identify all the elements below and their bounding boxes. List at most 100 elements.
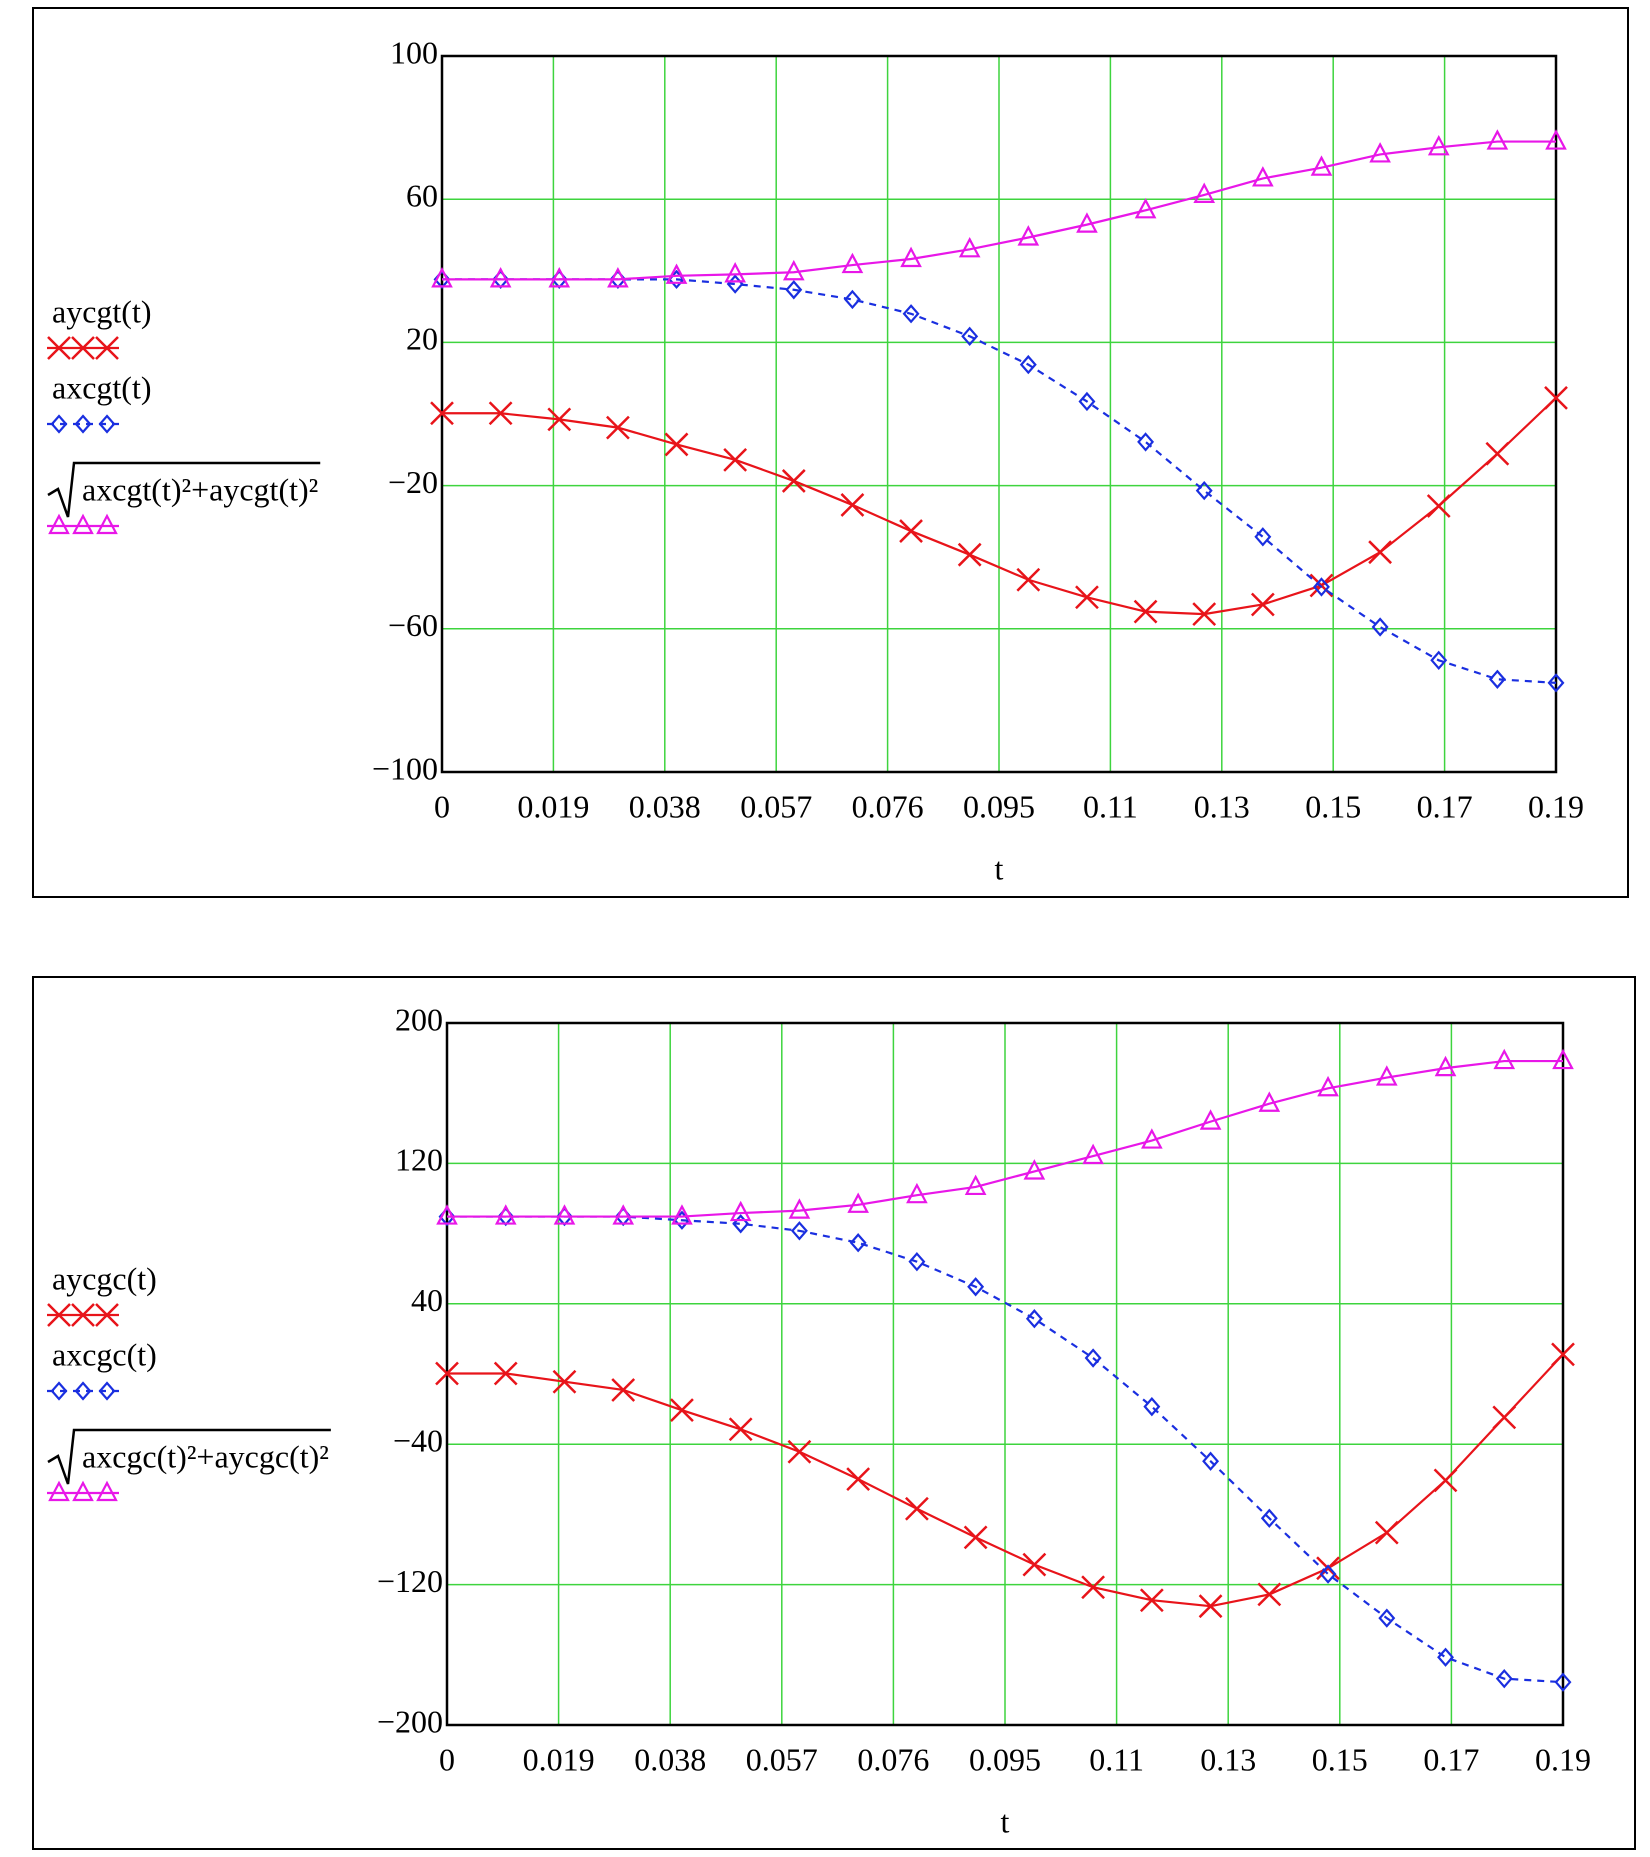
marker xyxy=(1075,585,1099,610)
marker xyxy=(1426,494,1451,518)
marker xyxy=(1143,1396,1161,1417)
series-line xyxy=(447,1353,1564,1608)
marker xyxy=(781,469,806,493)
legend-label: aycgc(t) xyxy=(52,1260,157,1296)
marker xyxy=(967,1277,985,1297)
marker xyxy=(899,519,923,543)
marker xyxy=(788,1198,811,1219)
marker xyxy=(1554,1672,1572,1692)
marker xyxy=(846,1467,871,1492)
x-tick-label: 0.057 xyxy=(740,788,812,824)
marker xyxy=(1202,1451,1220,1471)
marker xyxy=(1134,197,1157,219)
marker xyxy=(1193,182,1216,204)
marker xyxy=(1430,650,1448,670)
marker xyxy=(849,1233,867,1253)
marker xyxy=(843,289,861,310)
y-tick-label: 60 xyxy=(406,178,438,214)
marker xyxy=(1371,617,1389,637)
marker xyxy=(841,252,864,274)
x-tick-label: 0.038 xyxy=(629,788,701,824)
marker xyxy=(906,1182,928,1204)
marker xyxy=(1017,225,1040,246)
marker xyxy=(671,1204,693,1225)
marker xyxy=(1195,480,1213,501)
legend-marker xyxy=(71,1303,95,1327)
marker xyxy=(724,262,746,283)
marker xyxy=(1485,441,1510,466)
legend-marker xyxy=(47,1303,71,1327)
y-tick-label: −60 xyxy=(388,607,438,643)
marker xyxy=(1250,592,1275,617)
marker xyxy=(728,1417,753,1442)
legend-marker xyxy=(96,513,118,535)
y-tick-label: −100 xyxy=(372,750,438,786)
marker xyxy=(905,1496,929,1521)
marker xyxy=(782,259,805,281)
x-tick-label: 0.076 xyxy=(852,788,924,824)
marker xyxy=(1545,129,1567,150)
marker xyxy=(1016,567,1041,592)
marker xyxy=(1192,602,1217,627)
x-tick-label: 0.19 xyxy=(1535,1741,1591,1777)
marker xyxy=(1316,1556,1340,1581)
x-axis-label: t xyxy=(1001,1803,1010,1839)
marker xyxy=(1488,669,1506,689)
marker xyxy=(670,1398,694,1423)
marker xyxy=(1492,1405,1517,1430)
x-tick-label: 0.13 xyxy=(1194,788,1250,824)
marker xyxy=(961,326,979,346)
legend-marker xyxy=(74,1381,92,1401)
legend-label: axcgc(t)²+aycgc(t)² xyxy=(82,1438,329,1474)
y-tick-label: 100 xyxy=(390,34,438,70)
marker xyxy=(1084,1348,1102,1368)
marker xyxy=(1025,1309,1043,1329)
legend-label: axcgt(t)²+aycgt(t)² xyxy=(82,471,318,507)
legend-marker xyxy=(96,1480,118,1502)
x-tick-label: 0.095 xyxy=(963,788,1035,824)
frame xyxy=(32,976,1636,1850)
marker xyxy=(900,246,922,268)
x-tick-label: 0.095 xyxy=(969,1741,1041,1777)
marker xyxy=(1486,129,1509,150)
marker xyxy=(723,447,748,472)
marker xyxy=(840,493,865,517)
marker xyxy=(1023,1159,1046,1180)
marker xyxy=(847,1192,869,1213)
x-tick-label: 0 xyxy=(439,1741,455,1777)
marker xyxy=(1368,540,1392,565)
marker xyxy=(790,1221,808,1241)
marker xyxy=(606,415,630,440)
radical-sign xyxy=(47,1428,331,1485)
marker xyxy=(785,280,803,300)
legend-marker xyxy=(74,414,92,434)
marker xyxy=(1493,1048,1516,1070)
marker xyxy=(964,1174,987,1196)
legend-label: axcgt(t) xyxy=(52,369,152,405)
marker xyxy=(1199,1109,1222,1130)
marker xyxy=(1427,134,1450,156)
marker xyxy=(1317,1075,1339,1097)
series-line xyxy=(442,397,1557,616)
marker xyxy=(1310,155,1333,176)
marker xyxy=(665,263,688,284)
marker xyxy=(494,1204,517,1225)
marker xyxy=(1019,354,1037,375)
legend-label: axcgc(t) xyxy=(52,1336,157,1372)
x-tick-label: 0.11 xyxy=(1089,1741,1144,1777)
legend-marker xyxy=(50,1381,68,1401)
marker xyxy=(1552,1048,1574,1070)
marker xyxy=(1257,1582,1282,1607)
marker xyxy=(664,432,689,457)
legend-marker xyxy=(72,513,94,535)
marker xyxy=(1254,527,1272,547)
marker xyxy=(489,267,512,288)
series-line xyxy=(447,1059,1563,1218)
y-tick-label: −40 xyxy=(393,1423,443,1459)
marker xyxy=(1374,1520,1399,1545)
marker xyxy=(552,1369,577,1394)
marker xyxy=(1313,577,1330,597)
marker xyxy=(1198,1594,1223,1619)
